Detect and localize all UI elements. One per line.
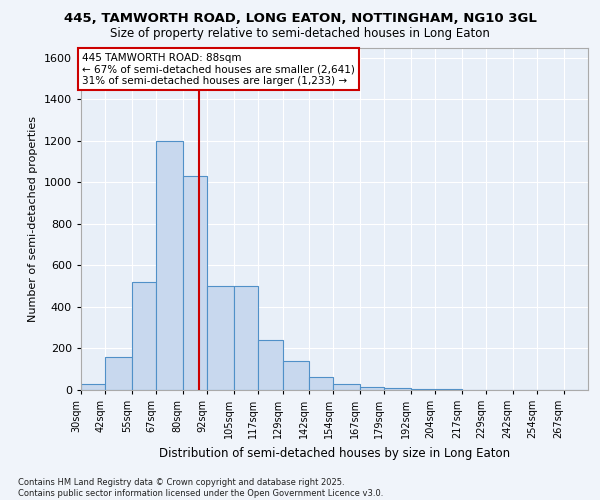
- Bar: [81, 384, 106, 390]
- Bar: [106, 357, 132, 390]
- Bar: [411, 389, 435, 390]
- Text: Size of property relative to semi-detached houses in Long Eaton: Size of property relative to semi-detach…: [110, 28, 490, 40]
- Text: Contains HM Land Registry data © Crown copyright and database right 2025.
Contai: Contains HM Land Registry data © Crown c…: [18, 478, 383, 498]
- Bar: [207, 286, 234, 390]
- Bar: [258, 340, 283, 390]
- Text: 445 TAMWORTH ROAD: 88sqm
← 67% of semi-detached houses are smaller (2,641)
31% o: 445 TAMWORTH ROAD: 88sqm ← 67% of semi-d…: [82, 52, 355, 86]
- Bar: [234, 286, 258, 390]
- Y-axis label: Number of semi-detached properties: Number of semi-detached properties: [28, 116, 38, 322]
- Bar: [283, 361, 309, 390]
- Bar: [132, 282, 157, 390]
- Bar: [309, 376, 334, 390]
- X-axis label: Distribution of semi-detached houses by size in Long Eaton: Distribution of semi-detached houses by …: [159, 446, 510, 460]
- Bar: [360, 387, 385, 390]
- Bar: [157, 141, 183, 390]
- Bar: [385, 388, 411, 390]
- Text: 445, TAMWORTH ROAD, LONG EATON, NOTTINGHAM, NG10 3GL: 445, TAMWORTH ROAD, LONG EATON, NOTTINGH…: [64, 12, 536, 26]
- Bar: [334, 384, 360, 390]
- Bar: [183, 176, 207, 390]
